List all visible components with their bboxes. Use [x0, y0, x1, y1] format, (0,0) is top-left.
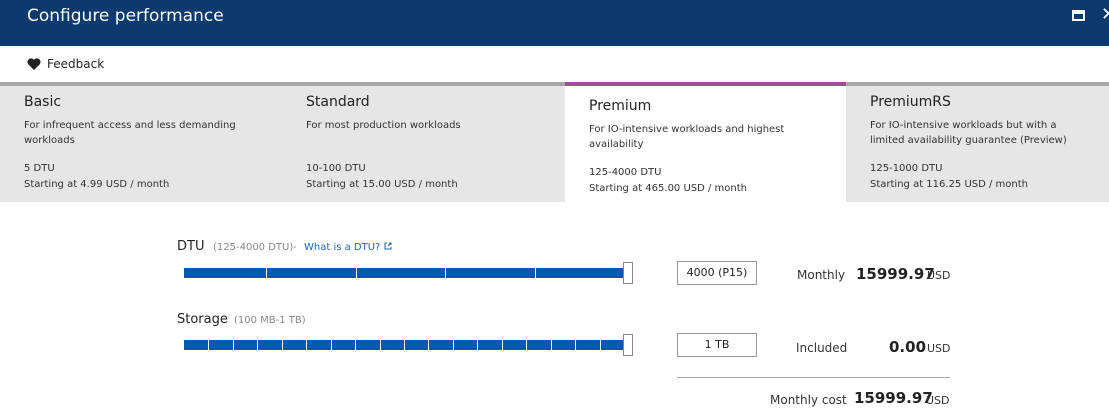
total-currency: USD — [926, 394, 950, 407]
tier-description: For IO-intensive workloads but with a li… — [870, 120, 1067, 146]
dtu-price-label: Monthly — [797, 268, 846, 282]
tier-price: Starting at 4.99 USD / month — [24, 179, 170, 190]
title-bar: Configure performance ✕ — [0, 0, 1109, 46]
slider-segment — [209, 340, 233, 350]
slider-segment — [478, 340, 502, 350]
maximize-icon[interactable] — [1072, 10, 1085, 21]
slider-segment — [307, 340, 331, 350]
tier-dtu: 10-100 DTU — [306, 163, 366, 174]
slider-segment — [184, 268, 266, 278]
dtu-separator: - — [293, 242, 297, 253]
tier-description: For infrequent access and less demanding… — [24, 120, 236, 146]
slider-segment — [234, 340, 257, 350]
what-is-dtu-link[interactable]: What is a DTU? — [304, 242, 392, 253]
slider-segment — [283, 340, 306, 350]
dtu-value-input[interactable]: 4000 (P15) — [677, 261, 757, 285]
slider-segment — [454, 340, 477, 350]
dtu-label: DTU — [177, 239, 205, 254]
slider-segment — [429, 340, 453, 350]
slider-segment — [381, 340, 404, 350]
feedback-label: Feedback — [47, 57, 105, 71]
total-label: Monthly cost — [770, 393, 847, 407]
storage-amount: 0.00 — [889, 338, 927, 356]
storage-price-label: Included — [796, 341, 848, 355]
tier-premium[interactable]: Premium For IO-intensive workloads and h… — [565, 82, 846, 202]
total-amount: 15999.97 — [854, 389, 933, 407]
dtu-amount: 15999.97 — [856, 265, 935, 283]
slider-segment — [184, 340, 208, 350]
tier-price: Starting at 15.00 USD / month — [306, 179, 458, 190]
tier-dtu: 5 DTU — [24, 163, 55, 174]
dtu-range: (125-4000 DTU) — [213, 242, 294, 253]
slider-segment — [527, 340, 551, 350]
tier-description: For most production workloads — [306, 120, 461, 131]
tier-basic[interactable]: Basic For infrequent access and less dem… — [0, 82, 282, 202]
slider-segment — [576, 340, 600, 350]
storage-slider-handle[interactable] — [623, 334, 633, 356]
slider-segment — [357, 268, 445, 278]
storage-currency: USD — [927, 342, 951, 355]
tier-name: PremiumRS — [870, 94, 951, 110]
slider-segment — [552, 340, 575, 350]
tier-name: Standard — [306, 94, 370, 110]
slider-segment — [536, 268, 624, 278]
slider-segment — [267, 268, 356, 278]
slider-segment — [601, 340, 624, 350]
feedback-button[interactable]: Feedback — [27, 57, 104, 73]
slider-segment — [446, 268, 535, 278]
dtu-currency: USD — [927, 269, 951, 282]
slider-segment — [503, 340, 526, 350]
slider-segment — [258, 340, 282, 350]
slider-segment — [332, 340, 355, 350]
storage-label: Storage — [177, 312, 228, 327]
slider-segment — [356, 340, 380, 350]
tier-dtu: 125-1000 DTU — [870, 163, 943, 174]
dtu-help-link-label: What is a DTU? — [304, 242, 381, 253]
storage-slider-track[interactable] — [184, 340, 624, 350]
tier-standard[interactable]: Standard For most production workloads 1… — [282, 82, 565, 202]
tier-description: For IO-intensive workloads and highest a… — [589, 124, 785, 150]
tier-name: Basic — [24, 94, 62, 110]
total-divider — [677, 377, 950, 378]
tier-name: Premium — [589, 98, 652, 114]
tier-price: Starting at 465.00 USD / month — [589, 183, 748, 194]
window-title: Configure performance — [27, 6, 224, 26]
slider-segment — [405, 340, 428, 350]
external-link-icon — [384, 242, 392, 253]
heart-icon — [27, 58, 41, 73]
tier-premiumrs[interactable]: PremiumRS For IO-intensive workloads but… — [846, 82, 1109, 202]
tier-price: Starting at 116.25 USD / month — [870, 179, 1029, 190]
storage-range: (100 MB-1 TB) — [234, 315, 306, 326]
close-icon[interactable]: ✕ — [1101, 4, 1109, 25]
storage-value-input[interactable]: 1 TB — [677, 333, 757, 357]
tier-dtu: 125-4000 DTU — [589, 167, 662, 178]
dtu-slider-handle[interactable] — [623, 262, 633, 284]
dtu-slider-track[interactable] — [184, 268, 624, 278]
tier-strip — [0, 82, 1109, 202]
